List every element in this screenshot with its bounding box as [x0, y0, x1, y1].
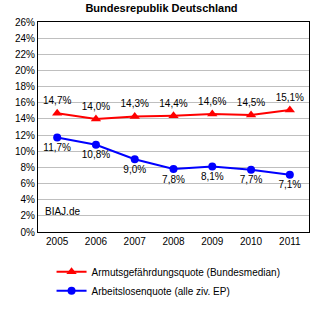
svg-text:2009: 2009: [201, 236, 224, 247]
svg-text:24%: 24%: [15, 33, 35, 44]
svg-text:Arbeitslosenquote (alle ziv. E: Arbeitslosenquote (alle ziv. EP): [92, 286, 230, 297]
svg-text:15,1%: 15,1%: [276, 92, 304, 103]
svg-text:2010: 2010: [240, 236, 263, 247]
svg-text:2%: 2%: [21, 210, 36, 221]
svg-text:7,1%: 7,1%: [278, 179, 301, 190]
svg-text:14,7%: 14,7%: [43, 95, 71, 106]
svg-text:14,0%: 14,0%: [82, 101, 110, 112]
svg-text:2008: 2008: [162, 236, 185, 247]
svg-text:2005: 2005: [46, 236, 69, 247]
svg-text:14,3%: 14,3%: [121, 98, 149, 109]
svg-text:2006: 2006: [85, 236, 108, 247]
svg-text:10%: 10%: [15, 146, 35, 157]
svg-text:16%: 16%: [15, 97, 35, 108]
svg-text:8%: 8%: [21, 162, 36, 173]
svg-text:8,1%: 8,1%: [201, 171, 224, 182]
svg-text:22%: 22%: [15, 49, 35, 60]
svg-text:0%: 0%: [21, 227, 36, 238]
svg-text:20%: 20%: [15, 65, 35, 76]
svg-text:11,7%: 11,7%: [43, 142, 71, 153]
svg-text:14,4%: 14,4%: [159, 98, 187, 109]
svg-text:BIAJ.de: BIAJ.de: [45, 206, 80, 217]
svg-text:Armutsgefährdungsquote (Bundes: Armutsgefährdungsquote (Bundesmedian): [92, 267, 280, 278]
svg-text:6%: 6%: [21, 178, 36, 189]
svg-text:7,8%: 7,8%: [162, 174, 185, 185]
svg-text:18%: 18%: [15, 81, 35, 92]
svg-text:9,0%: 9,0%: [123, 164, 146, 175]
svg-text:12%: 12%: [15, 130, 35, 141]
svg-text:14%: 14%: [15, 113, 35, 124]
svg-text:14,6%: 14,6%: [198, 96, 226, 107]
svg-text:10,8%: 10,8%: [82, 149, 110, 160]
svg-text:2007: 2007: [124, 236, 147, 247]
svg-text:2011: 2011: [279, 236, 301, 247]
svg-text:14,5%: 14,5%: [237, 97, 265, 108]
svg-text:7,7%: 7,7%: [240, 174, 263, 185]
svg-text:Bundesrepublik Deutschland: Bundesrepublik Deutschland: [85, 2, 237, 14]
svg-text:4%: 4%: [21, 194, 36, 205]
svg-text:26%: 26%: [15, 17, 35, 28]
